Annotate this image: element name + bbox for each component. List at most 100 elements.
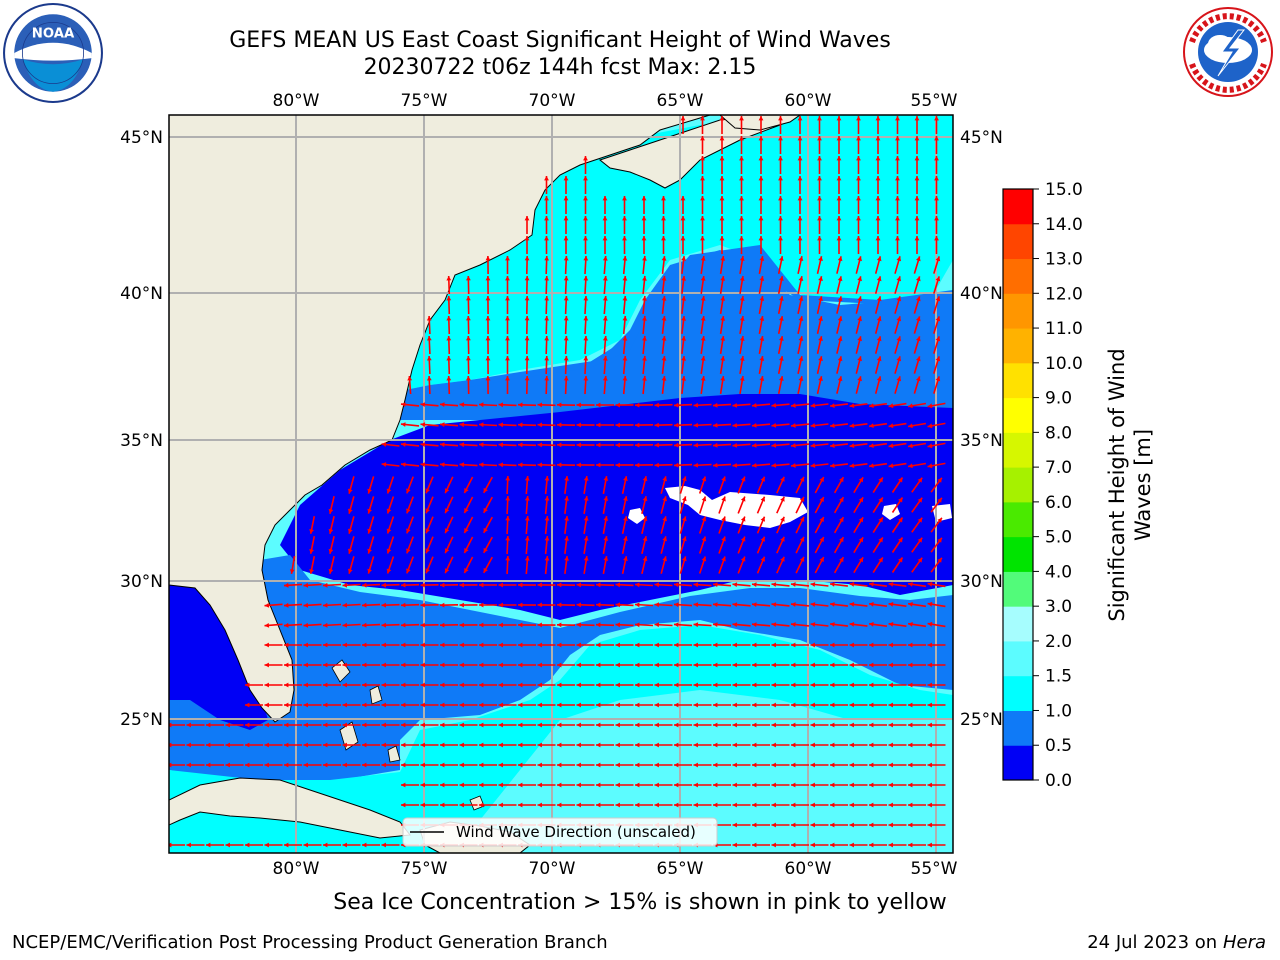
wave-arrow-head <box>817 216 822 221</box>
wave-arrow-head <box>537 582 542 588</box>
wave-arrow-head <box>206 722 211 728</box>
wave-arrow-head <box>524 536 530 541</box>
wave-arrow-head <box>739 256 745 261</box>
wave-arrow-head <box>935 336 941 342</box>
wave-arrow-head <box>830 463 835 468</box>
band-core-dark-blue <box>280 394 953 620</box>
wave-arrow-head <box>927 842 932 848</box>
wave-arrow-head <box>498 602 503 608</box>
wave-arrow-head <box>927 403 933 409</box>
wave-arrow-head <box>323 682 328 688</box>
wave-arrow-head <box>895 136 900 141</box>
wave-arrow-head <box>721 556 726 562</box>
wave-arrow-head <box>406 528 411 534</box>
wave-arrow-head <box>596 762 601 768</box>
wave-arrow-head <box>916 376 921 382</box>
wave-arrow-head <box>479 742 484 748</box>
wave-arrow-head <box>401 442 406 447</box>
wave-arrow-head <box>927 443 933 449</box>
wave-arrow-head <box>914 176 920 181</box>
wave-arrow-head <box>381 722 386 728</box>
wave-arrow-head <box>713 802 718 808</box>
wave-arrow-head <box>602 216 608 221</box>
wave-arrow-head <box>739 296 745 301</box>
colorbar-tick-label: 12.0 <box>1045 284 1083 304</box>
wave-arrow-head <box>818 276 823 281</box>
footer-host: Hera <box>1222 932 1266 953</box>
wave-arrow-head <box>817 136 822 141</box>
wave-arrow-head <box>557 782 562 788</box>
wave-arrow-head <box>934 136 939 141</box>
wave-arrow-head <box>245 742 250 748</box>
wave-arrow-head <box>518 442 523 448</box>
wave-arrow-head <box>362 602 367 608</box>
wave-arrow-head <box>602 376 608 381</box>
wave-arrow-head <box>348 488 353 494</box>
wave-arrow-head <box>401 602 406 608</box>
wave-arrow-head <box>505 316 510 321</box>
wave-arrow-head <box>505 536 511 541</box>
wave-arrow-head <box>576 802 581 808</box>
wave-arrow-head <box>537 762 542 768</box>
wave-arrow-head <box>464 528 469 533</box>
wave-arrow-head <box>401 702 406 708</box>
wave-arrow-head <box>917 517 923 523</box>
wave-arrow-head <box>583 356 589 361</box>
wave-arrow-head <box>830 582 835 587</box>
colorbar-bin <box>1003 640 1033 677</box>
wave-arrow-head <box>544 236 549 241</box>
wave-arrow-head <box>760 556 765 562</box>
wave-arrow-head <box>914 216 920 221</box>
wave-arrow-head <box>583 156 588 161</box>
wave-arrow-head <box>830 622 835 627</box>
wave-arrow-head <box>603 536 609 541</box>
wave-arrow-head <box>739 156 744 161</box>
wave-arrow-head <box>206 842 211 848</box>
wave-arrow-head <box>654 802 659 808</box>
wave-arrow-head <box>836 176 842 181</box>
wave-arrow-head <box>875 156 881 161</box>
wave-arrow-head <box>576 602 581 608</box>
wave-arrow-head <box>869 423 874 428</box>
wave-arrow-head <box>303 682 308 688</box>
wave-arrow-head <box>888 403 894 409</box>
wave-arrow-head <box>778 176 783 181</box>
wave-arrow-head <box>916 336 921 342</box>
wave-arrow-head <box>778 196 783 201</box>
no-data-patch-1 <box>665 486 808 528</box>
wave-arrow-head <box>791 443 796 448</box>
wave-arrow-head <box>459 782 464 788</box>
wave-arrow-head <box>849 762 854 768</box>
wave-arrow-head <box>537 422 542 428</box>
wave-arrow-head <box>654 402 659 408</box>
wave-arrow-head <box>381 682 386 688</box>
wave-arrow-head <box>602 236 608 241</box>
wave-arrow-head <box>264 742 269 748</box>
wave-arrow-head <box>914 136 920 141</box>
wave-arrow-head <box>440 582 445 588</box>
wave-arrow-head <box>914 236 920 241</box>
wave-arrow-head <box>810 423 816 428</box>
wave-arrow-head <box>498 682 503 688</box>
wave-arrow-head <box>791 702 796 708</box>
wave-arrow-head <box>505 256 510 261</box>
wave-arrow-head <box>563 356 569 361</box>
wave-arrow-head <box>381 842 386 848</box>
wave-arrow-head <box>615 662 620 668</box>
wave-arrow-head <box>878 517 883 523</box>
wave-arrow-head <box>661 276 667 281</box>
wave-arrow-head <box>420 582 425 588</box>
colorbar <box>1002 188 1034 781</box>
wave-arrow-head <box>563 296 569 301</box>
wave-arrow-head <box>264 623 270 628</box>
wave-arrow-head <box>778 236 783 241</box>
wave-arrow-head <box>563 256 569 261</box>
wave-arrow-head <box>720 356 726 361</box>
wave-arrow-head <box>440 762 445 768</box>
wave-arrow-head <box>596 642 601 648</box>
wave-arrow-head <box>505 296 510 301</box>
wave-arrow-head <box>603 496 609 501</box>
wave-arrow-head <box>914 196 920 201</box>
wave-arrow-head <box>830 602 835 607</box>
wave-arrow-head <box>342 762 347 768</box>
